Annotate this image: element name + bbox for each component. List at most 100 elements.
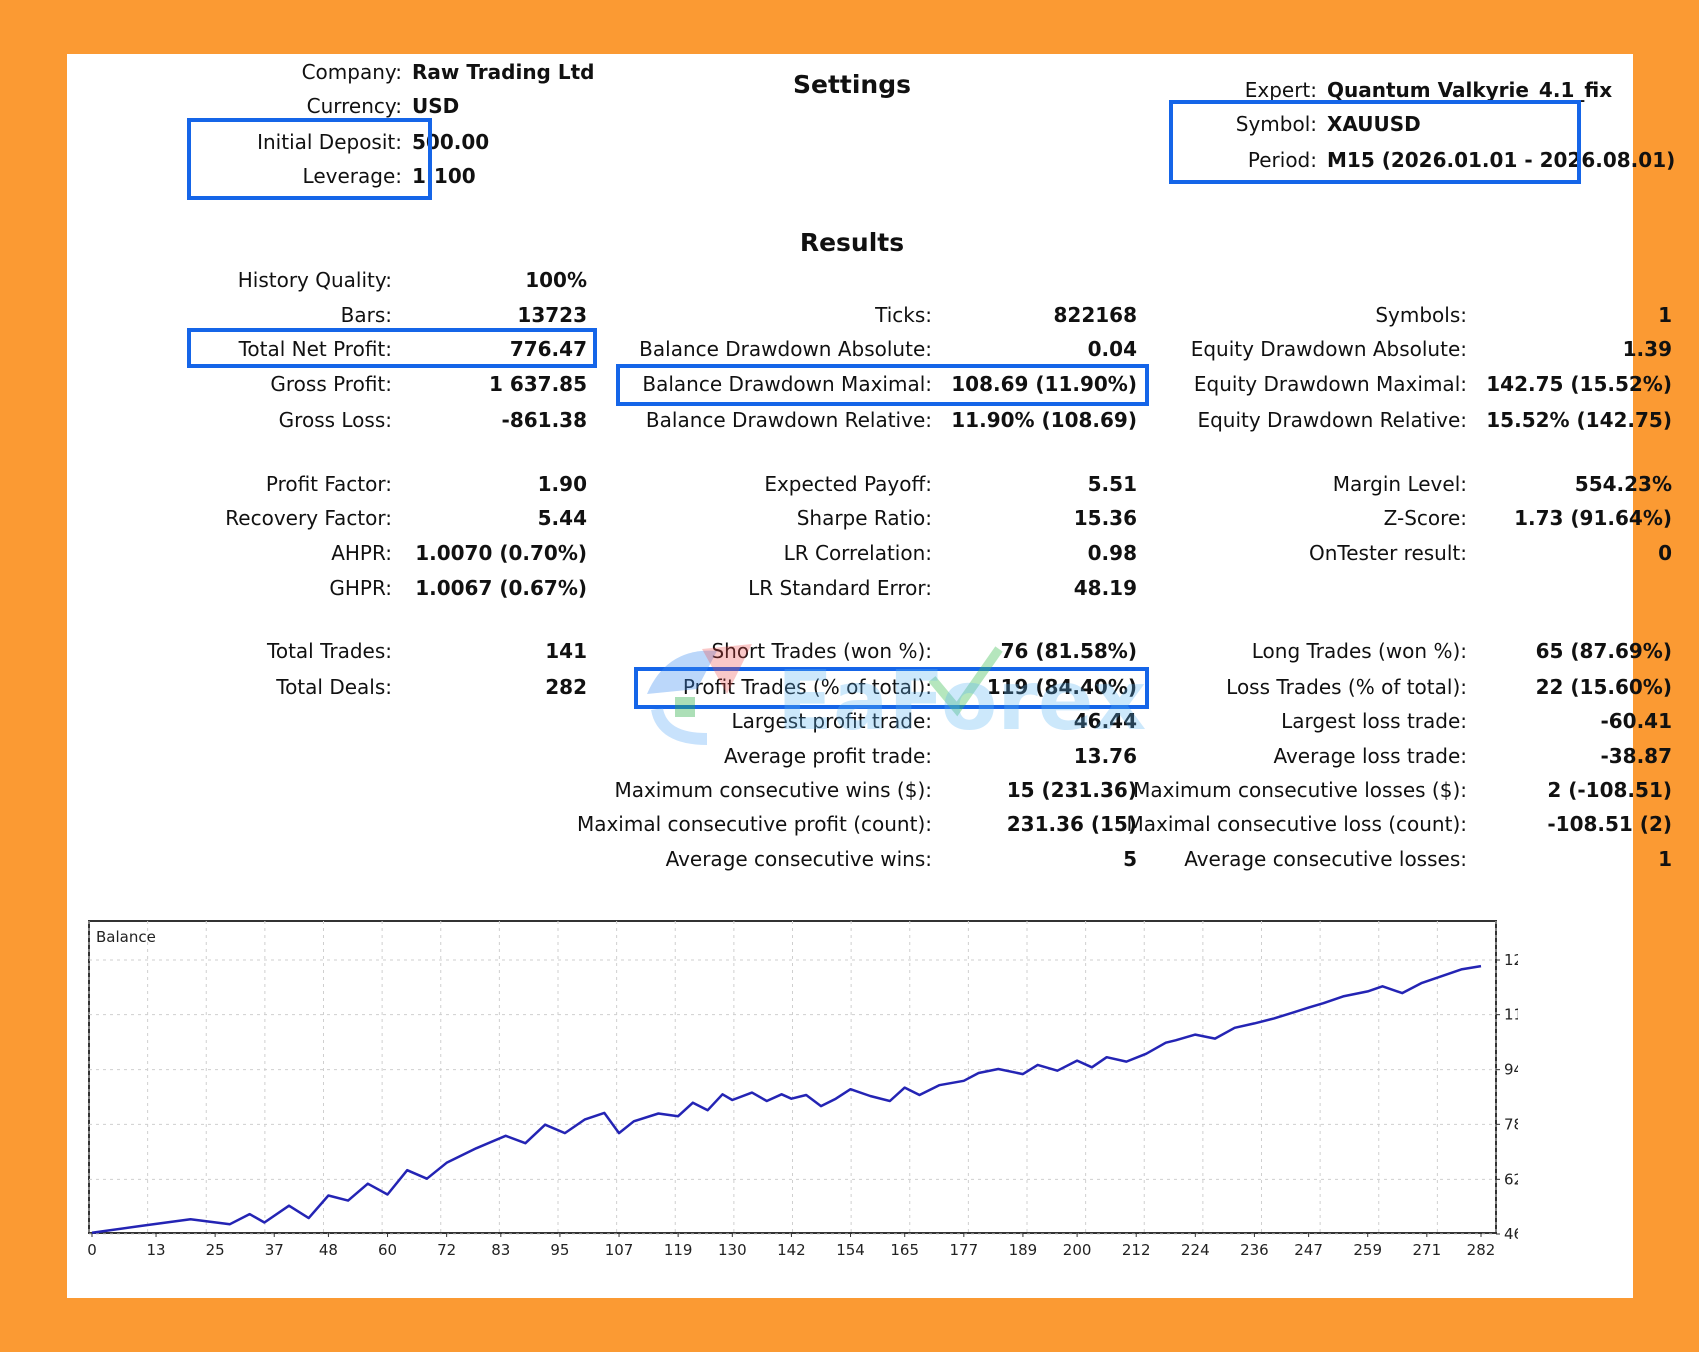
z-score-value: 1.73 (91.64%) bbox=[1514, 506, 1672, 530]
expected-payoff-label: Expected Payoff: bbox=[764, 472, 932, 496]
lr-standard-error-label: LR Standard Error: bbox=[748, 576, 932, 600]
highlight-deposit-leverage bbox=[187, 118, 432, 200]
largest-loss-trade-label: Largest loss trade: bbox=[1281, 709, 1467, 733]
x-tick-label: 189 bbox=[1009, 1241, 1038, 1259]
x-tick-label: 13 bbox=[146, 1241, 165, 1259]
margin-level-label: Margin Level: bbox=[1332, 472, 1467, 496]
profit-trades-label: Profit Trades (% of total): bbox=[682, 675, 932, 699]
x-tick-label: 0 bbox=[88, 1241, 97, 1259]
average-consecutive-losses-value: 1 bbox=[1658, 847, 1672, 871]
ahpr-value: 1.0070 (0.70%) bbox=[415, 541, 587, 565]
x-tick-label: 247 bbox=[1294, 1241, 1323, 1259]
short-trades-value: 76 (81.58%) bbox=[1000, 639, 1137, 663]
period-value: M15 (2026.01.01 - 2026.08.01) bbox=[1327, 148, 1676, 172]
max-consecutive-wins-value: 15 (231.36) bbox=[1006, 778, 1137, 802]
profit-factor-label: Profit Factor: bbox=[265, 472, 392, 496]
balance-chart: Balance 0 13 25 37 48 60 72 83 95 107 119 130 142 154 1… bbox=[88, 920, 1518, 1296]
chart-title: Balance bbox=[96, 928, 156, 946]
x-tick-label: 95 bbox=[550, 1241, 569, 1259]
x-tick-label: 177 bbox=[949, 1241, 978, 1259]
total-deals-value: 282 bbox=[545, 675, 587, 699]
bars-value: 13723 bbox=[517, 303, 587, 327]
ghpr-label: GHPR: bbox=[329, 576, 392, 600]
lr-correlation-value: 0.98 bbox=[1087, 541, 1137, 565]
leverage-value: 1:100 bbox=[412, 164, 476, 188]
symbol-value: XAUUSD bbox=[1327, 112, 1421, 136]
max-consecutive-wins-label: Maximum consecutive wins ($): bbox=[614, 778, 932, 802]
leverage-label: Leverage: bbox=[302, 164, 402, 188]
x-tick-label: 236 bbox=[1240, 1241, 1269, 1259]
balance-dd-relative-value: 11.90% (108.69) bbox=[951, 408, 1137, 432]
x-tick-label: 259 bbox=[1353, 1241, 1382, 1259]
highlight-total-net-profit bbox=[187, 328, 597, 368]
average-loss-trade-value: -38.87 bbox=[1600, 744, 1672, 768]
x-tick-label: 130 bbox=[718, 1241, 747, 1259]
average-profit-trade-value: 13.76 bbox=[1073, 744, 1137, 768]
average-profit-trade-label: Average profit trade: bbox=[723, 744, 932, 768]
loss-trades-label: Loss Trades (% of total): bbox=[1226, 675, 1467, 699]
recovery-factor-label: Recovery Factor: bbox=[225, 506, 392, 530]
x-tick-label: 224 bbox=[1181, 1241, 1210, 1259]
deposit-label: Initial Deposit: bbox=[257, 130, 402, 154]
balance-dd-maximal-value: 108.69 (11.90%) bbox=[951, 372, 1137, 396]
x-tick-label: 37 bbox=[265, 1241, 284, 1259]
highlight-profit-trades bbox=[634, 667, 1149, 709]
x-tick-label: 271 bbox=[1412, 1241, 1441, 1259]
maximal-consecutive-loss-value: -108.51 (2) bbox=[1547, 812, 1672, 836]
balance-dd-maximal-label: Balance Drawdown Maximal: bbox=[642, 372, 932, 396]
deposit-value: 500.00 bbox=[412, 130, 490, 154]
bars-label: Bars: bbox=[340, 303, 392, 327]
average-loss-trade-label: Average loss trade: bbox=[1273, 744, 1467, 768]
x-tick-label: 60 bbox=[378, 1241, 397, 1259]
watermark-logo-graphic: EaForex bbox=[647, 644, 1146, 749]
history-quality-value: 100% bbox=[525, 268, 587, 292]
total-trades-value: 141 bbox=[545, 639, 587, 663]
x-tick-label: 72 bbox=[437, 1241, 456, 1259]
history-quality-label: History Quality: bbox=[237, 268, 392, 292]
x-tick-label: 165 bbox=[890, 1241, 919, 1259]
gross-loss-value: -861.38 bbox=[501, 408, 587, 432]
expected-payoff-value: 5.51 bbox=[1087, 472, 1137, 496]
x-tick-label: 25 bbox=[206, 1241, 225, 1259]
maximal-consecutive-loss-label: Maximal consecutive loss (count): bbox=[1126, 812, 1467, 836]
watermark-text: EaForex bbox=[777, 654, 1146, 749]
y-tick-label: 948 bbox=[1504, 1061, 1518, 1079]
margin-level-value: 554.23% bbox=[1574, 472, 1672, 496]
currency-label: Currency: bbox=[306, 94, 402, 118]
company-label: Company: bbox=[301, 60, 402, 84]
expert-value: Quantum Valkyrie_4.1_fix bbox=[1327, 78, 1613, 102]
average-consecutive-losses-label: Average consecutive losses: bbox=[1184, 847, 1467, 871]
equity-dd-maximal-label: Equity Drawdown Maximal: bbox=[1193, 372, 1467, 396]
gross-profit-label: Gross Profit: bbox=[270, 372, 392, 396]
equity-dd-relative-label: Equity Drawdown Relative: bbox=[1197, 408, 1467, 432]
ahpr-label: AHPR: bbox=[331, 541, 392, 565]
equity-dd-absolute-value: 1.39 bbox=[1622, 337, 1672, 361]
ontester-result-label: OnTester result: bbox=[1308, 541, 1467, 565]
equity-dd-maximal-value: 142.75 (15.52%) bbox=[1486, 372, 1672, 396]
total-net-profit-label: Total Net Profit: bbox=[238, 337, 392, 361]
x-tick-label: 212 bbox=[1122, 1241, 1151, 1259]
balance-chart-svg: Balance 0 13 25 37 48 60 72 83 95 107 119 130 142 154 1… bbox=[88, 920, 1518, 1259]
lr-correlation-label: LR Correlation: bbox=[783, 541, 932, 565]
total-trades-label: Total Trades: bbox=[267, 639, 392, 663]
x-tick-label: 142 bbox=[777, 1241, 806, 1259]
gross-profit-value: 1 637.85 bbox=[488, 372, 587, 396]
currency-value: USD bbox=[412, 94, 460, 118]
symbols-label: Symbols: bbox=[1375, 303, 1467, 327]
x-tick-label: 107 bbox=[605, 1241, 634, 1259]
total-net-profit-value: 776.47 bbox=[509, 337, 587, 361]
recovery-factor-value: 5.44 bbox=[537, 506, 587, 530]
z-score-label: Z-Score: bbox=[1383, 506, 1467, 530]
maximal-consecutive-profit-label: Maximal consecutive profit (count): bbox=[576, 812, 932, 836]
balance-series-line bbox=[91, 964, 1482, 1234]
equity-dd-relative-value: 15.52% (142.75) bbox=[1486, 408, 1672, 432]
sharpe-ratio-label: Sharpe Ratio: bbox=[796, 506, 932, 530]
settings-heading: Settings bbox=[792, 70, 911, 99]
loss-trades-value: 22 (15.60%) bbox=[1535, 675, 1672, 699]
report-sheet: Settings Company: Raw Trading Ltd Curren… bbox=[67, 54, 1675, 1298]
highlight-symbol-period bbox=[1169, 100, 1581, 184]
ghpr-value: 1.0067 (0.67%) bbox=[415, 576, 587, 600]
symbol-label: Symbol: bbox=[1235, 112, 1317, 136]
balance-dd-relative-label: Balance Drawdown Relative: bbox=[645, 408, 932, 432]
long-trades-label: Long Trades (won %): bbox=[1251, 639, 1467, 663]
